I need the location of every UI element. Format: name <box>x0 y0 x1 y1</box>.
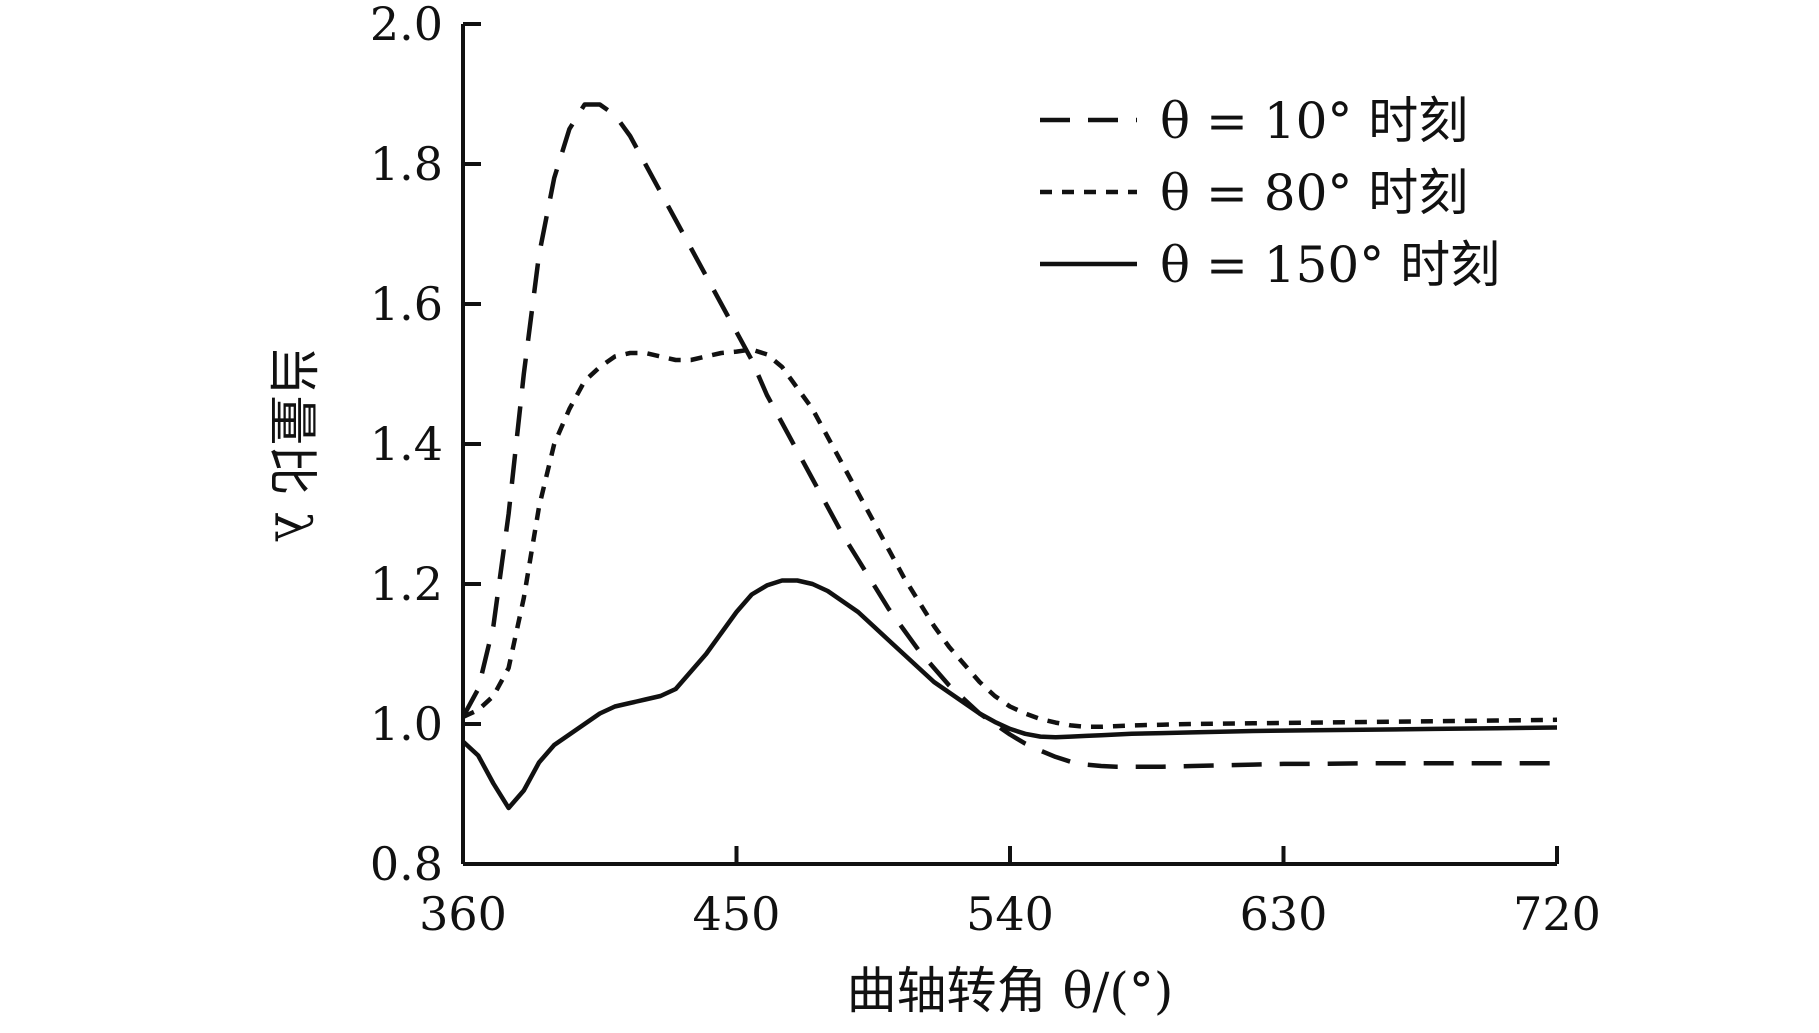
legend-label-3: θ = 150° 时刻 <box>1160 236 1500 294</box>
x-tick-label: 360 <box>419 887 507 941</box>
y-tick-label: 1.4 <box>370 417 443 471</box>
axes: 0.8 1.0 1.2 1.4 1.6 1.8 2.0 360 450 540 630 720 <box>370 0 1601 941</box>
series-lines <box>461 102 1558 811</box>
legend-label-2: θ = 80° 时刻 <box>1160 164 1468 222</box>
x-tick-label: 450 <box>693 887 781 941</box>
y-axis-title: 当量比 λ <box>263 345 321 543</box>
y-tick-label: 1.8 <box>370 137 443 191</box>
y-tick-label: 1.0 <box>370 697 443 751</box>
legend: θ = 10° 时刻 θ = 80° 时刻 θ = 150° 时刻 <box>1040 92 1500 294</box>
series-line-2 <box>462 347 1558 730</box>
y-tick-label: 2.0 <box>370 0 443 51</box>
y-tick-label: 1.6 <box>370 277 443 331</box>
series-line-1 <box>461 102 1557 769</box>
x-tick-label: 720 <box>1513 887 1601 941</box>
legend-label-1: θ = 10° 时刻 <box>1160 92 1468 150</box>
x-axis-title: 曲轴转角 θ/(°) <box>847 962 1174 1020</box>
x-tick-label: 540 <box>966 887 1054 941</box>
y-tick-label: 1.2 <box>370 557 443 611</box>
y-tick-label: 0.8 <box>370 837 443 891</box>
x-tick-label: 630 <box>1240 887 1328 941</box>
series-line-3 <box>461 578 1558 811</box>
